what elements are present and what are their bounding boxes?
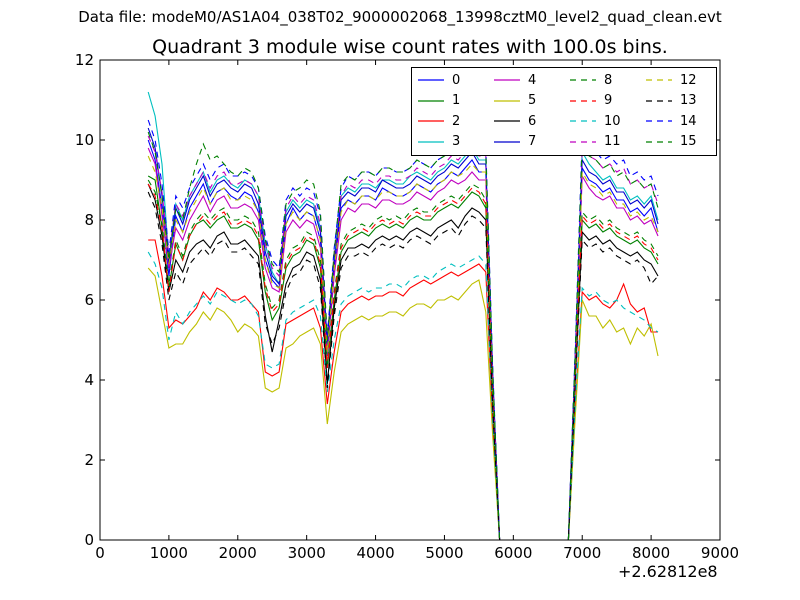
legend-label: 1 xyxy=(452,93,461,109)
y-tick-label: 10 xyxy=(75,131,94,149)
legend-label: 6 xyxy=(528,113,537,129)
y-tick-label: 0 xyxy=(84,531,94,549)
series-line-4 xyxy=(147,147,659,541)
x-tick-label: 9000 xyxy=(701,544,739,562)
series-line-9 xyxy=(147,183,659,541)
legend-swatch xyxy=(570,100,596,102)
legend-swatch xyxy=(494,120,520,122)
x-tick-label: 7000 xyxy=(563,544,601,562)
x-offset-label: +2.62812e8 xyxy=(618,562,718,581)
legend-swatch xyxy=(494,100,520,102)
x-tick-label: 8000 xyxy=(632,544,670,562)
legend-label: 14 xyxy=(680,113,697,129)
legend-entry-4: 4 xyxy=(492,70,568,91)
legend-label: 13 xyxy=(680,93,697,109)
legend-label: 0 xyxy=(452,72,461,88)
x-tick-label: 5000 xyxy=(425,544,463,562)
x-tick-label: 2000 xyxy=(219,544,257,562)
figure-suptitle: Data file: modeM0/AS1A04_038T02_90000020… xyxy=(78,8,722,26)
legend-label: 8 xyxy=(604,72,613,88)
y-tick-label: 8 xyxy=(84,211,94,229)
legend-label: 7 xyxy=(528,134,537,150)
x-tick-label: 4000 xyxy=(356,544,394,562)
series-line-5 xyxy=(147,267,659,541)
legend-label: 4 xyxy=(528,72,537,88)
legend-label: 5 xyxy=(528,93,537,109)
legend-swatch xyxy=(494,141,520,143)
legend-entry-0: 0 xyxy=(416,70,492,91)
y-tick-label: 6 xyxy=(84,291,94,309)
legend-entry-15: 15 xyxy=(644,132,720,153)
legend-entry-12: 12 xyxy=(644,70,720,91)
legend-swatch xyxy=(418,79,444,81)
legend-entry-5: 5 xyxy=(492,91,568,112)
legend-swatch xyxy=(494,79,520,81)
legend-swatch xyxy=(570,141,596,143)
legend-swatch xyxy=(646,79,672,81)
legend-entry-9: 9 xyxy=(568,91,644,112)
y-tick-label: 4 xyxy=(84,371,94,389)
legend-swatch xyxy=(646,120,672,122)
legend-label: 10 xyxy=(604,113,621,129)
series-line-10 xyxy=(147,251,659,541)
legend-swatch xyxy=(418,120,444,122)
legend-entry-14: 14 xyxy=(644,111,720,132)
series-line-14 xyxy=(147,119,659,541)
legend-entry-13: 13 xyxy=(644,91,720,112)
legend-label: 3 xyxy=(452,134,461,150)
legend-swatch xyxy=(418,141,444,143)
x-axis: 0 1000 2000 3000 4000 5000 6000 7000 8000 9000 xyxy=(95,60,739,562)
legend-entry-11: 11 xyxy=(568,132,644,153)
legend-label: 9 xyxy=(604,93,613,109)
legend-entry-10: 10 xyxy=(568,111,644,132)
legend-entry-8: 8 xyxy=(568,70,644,91)
legend-swatch xyxy=(418,100,444,102)
y-tick-label: 12 xyxy=(75,51,94,69)
x-tick-label: 1000 xyxy=(150,544,188,562)
series-line-15 xyxy=(147,131,659,541)
legend-swatch xyxy=(570,120,596,122)
legend-entry-2: 2 xyxy=(416,111,492,132)
legend-label: 2 xyxy=(452,113,461,129)
legend-entry-6: 6 xyxy=(492,111,568,132)
legend: 0 1 2 3 4 5 6 7 8 9 10 11 12 13 14 15 xyxy=(411,67,717,156)
x-tick-label: 0 xyxy=(95,544,105,562)
x-tick-label: 6000 xyxy=(494,544,532,562)
series-line-2 xyxy=(148,239,658,541)
legend-swatch xyxy=(570,79,596,81)
series-line-12 xyxy=(147,155,659,541)
legend-swatch xyxy=(646,141,672,143)
y-tick-label: 2 xyxy=(84,451,94,469)
legend-entry-3: 3 xyxy=(416,132,492,153)
series-layer xyxy=(147,91,659,541)
x-tick-label: 3000 xyxy=(288,544,326,562)
chart-title: Quadrant 3 module wise count rates with … xyxy=(152,36,668,58)
legend-label: 12 xyxy=(680,72,697,88)
legend-swatch xyxy=(646,100,672,102)
series-line-13 xyxy=(147,191,659,541)
legend-label: 15 xyxy=(680,134,697,150)
legend-entry-1: 1 xyxy=(416,91,492,112)
legend-label: 11 xyxy=(604,134,621,150)
legend-entry-7: 7 xyxy=(492,132,568,153)
